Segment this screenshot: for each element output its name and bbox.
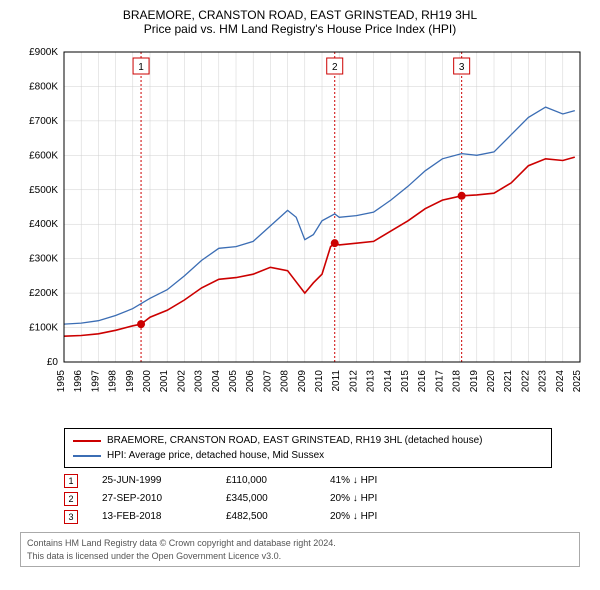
svg-text:3: 3 — [459, 62, 465, 73]
sales-date: 13-FEB-2018 — [102, 508, 202, 526]
sales-marker: 3 — [64, 510, 78, 524]
sales-price: £482,500 — [226, 508, 306, 526]
svg-text:2020: 2020 — [486, 370, 497, 393]
svg-text:2005: 2005 — [228, 370, 239, 393]
svg-text:2000: 2000 — [142, 370, 153, 393]
svg-text:2015: 2015 — [400, 370, 411, 393]
svg-text:2014: 2014 — [383, 370, 394, 393]
sales-date: 27-SEP-2010 — [102, 490, 202, 508]
chart-svg: £0 £100K £200K £300K £400K £500K £600K £700K £80… — [12, 42, 588, 422]
svg-text:2017: 2017 — [434, 370, 445, 393]
svg-text:2011: 2011 — [331, 370, 342, 392]
svg-text:2012: 2012 — [348, 370, 359, 393]
svg-text:£200K: £200K — [29, 288, 58, 299]
sales-price: £345,000 — [226, 490, 306, 508]
legend-swatch — [73, 455, 101, 457]
legend-row: HPI: Average price, detached house, Mid … — [73, 448, 543, 463]
sales-table: 1 25-JUN-1999 £110,000 41% ↓ HPI 2 27-SEP-201… — [64, 472, 580, 526]
svg-text:£700K: £700K — [29, 116, 58, 127]
sales-row: 2 27-SEP-2010 £345,000 20% ↓ HPI — [64, 490, 580, 508]
svg-text:1998: 1998 — [108, 370, 119, 393]
svg-text:2016: 2016 — [417, 370, 428, 393]
svg-text:2024: 2024 — [555, 370, 566, 393]
chart-subtitle: Price paid vs. HM Land Registry's House … — [12, 22, 588, 36]
svg-text:2004: 2004 — [211, 370, 222, 393]
svg-text:£300K: £300K — [29, 254, 58, 265]
sales-date: 25-JUN-1999 — [102, 472, 202, 490]
svg-text:£0: £0 — [47, 357, 59, 368]
svg-text:1: 1 — [138, 62, 144, 73]
sales-row: 3 13-FEB-2018 £482,500 20% ↓ HPI — [64, 508, 580, 526]
svg-text:2007: 2007 — [262, 370, 273, 393]
svg-text:2018: 2018 — [452, 370, 463, 393]
sales-price: £110,000 — [226, 472, 306, 490]
svg-text:£500K: £500K — [29, 185, 58, 196]
svg-text:2008: 2008 — [280, 370, 291, 393]
svg-text:1997: 1997 — [90, 370, 101, 393]
svg-text:£100K: £100K — [29, 323, 58, 334]
svg-text:2003: 2003 — [194, 370, 205, 393]
footer-line1: Contains HM Land Registry data © Crown c… — [27, 537, 573, 550]
sales-row: 1 25-JUN-1999 £110,000 41% ↓ HPI — [64, 472, 580, 490]
legend-label: BRAEMORE, CRANSTON ROAD, EAST GRINSTEAD,… — [107, 433, 483, 448]
svg-text:2001: 2001 — [159, 370, 170, 393]
svg-text:2021: 2021 — [503, 370, 514, 393]
svg-text:£800K: £800K — [29, 81, 58, 92]
svg-text:1996: 1996 — [73, 370, 84, 393]
svg-text:£600K: £600K — [29, 150, 58, 161]
svg-text:1995: 1995 — [56, 370, 67, 393]
svg-text:2022: 2022 — [520, 370, 531, 393]
sales-marker: 1 — [64, 474, 78, 488]
svg-text:2025: 2025 — [572, 370, 583, 393]
svg-text:£400K: £400K — [29, 219, 58, 230]
svg-text:2006: 2006 — [245, 370, 256, 393]
footer-line2: This data is licensed under the Open Gov… — [27, 550, 573, 563]
legend-box: BRAEMORE, CRANSTON ROAD, EAST GRINSTEAD,… — [64, 428, 552, 468]
sales-marker: 2 — [64, 492, 78, 506]
sales-delta: 20% ↓ HPI — [330, 490, 430, 508]
svg-text:2: 2 — [332, 62, 338, 73]
svg-text:2019: 2019 — [469, 370, 480, 393]
svg-text:2002: 2002 — [176, 370, 187, 393]
svg-text:2010: 2010 — [314, 370, 325, 393]
legend-label: HPI: Average price, detached house, Mid … — [107, 448, 324, 463]
chart-title: BRAEMORE, CRANSTON ROAD, EAST GRINSTEAD,… — [12, 8, 588, 22]
footer-attribution: Contains HM Land Registry data © Crown c… — [20, 532, 580, 567]
legend-swatch — [73, 440, 101, 442]
svg-text:1999: 1999 — [125, 370, 136, 393]
legend-row: BRAEMORE, CRANSTON ROAD, EAST GRINSTEAD,… — [73, 433, 543, 448]
chart-area: £0 £100K £200K £300K £400K £500K £600K £700K £80… — [12, 42, 588, 422]
sales-delta: 20% ↓ HPI — [330, 508, 430, 526]
sales-delta: 41% ↓ HPI — [330, 472, 430, 490]
svg-text:2023: 2023 — [538, 370, 549, 393]
svg-text:2013: 2013 — [366, 370, 377, 393]
svg-text:2009: 2009 — [297, 370, 308, 393]
svg-text:£900K: £900K — [29, 47, 58, 58]
